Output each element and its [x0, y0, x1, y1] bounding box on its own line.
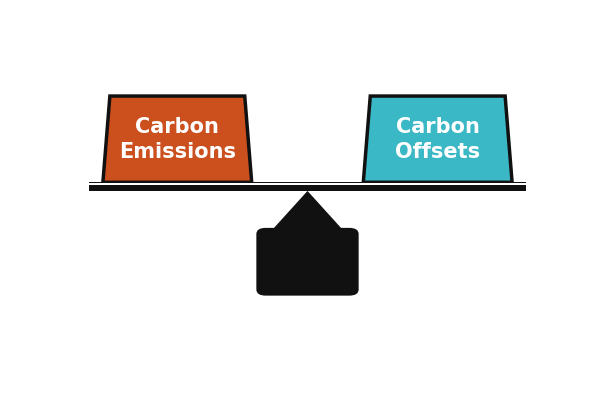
FancyBboxPatch shape — [256, 228, 359, 296]
Text: Carbon
Offsets: Carbon Offsets — [395, 117, 480, 162]
Polygon shape — [103, 96, 252, 182]
FancyBboxPatch shape — [89, 183, 526, 185]
Text: Carbon
Emissions: Carbon Emissions — [119, 117, 236, 162]
Polygon shape — [266, 191, 349, 237]
Polygon shape — [364, 96, 512, 182]
FancyBboxPatch shape — [89, 182, 526, 191]
